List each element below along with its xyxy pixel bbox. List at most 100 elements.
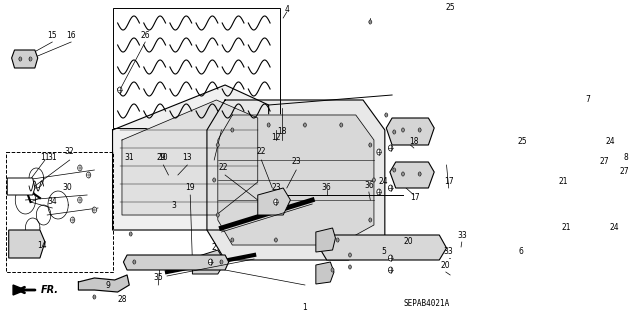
Circle shape (369, 20, 372, 24)
Text: 29: 29 (156, 153, 166, 162)
Text: 27: 27 (599, 158, 609, 167)
Polygon shape (113, 85, 269, 230)
Text: 36: 36 (322, 183, 332, 192)
Circle shape (70, 217, 75, 223)
Circle shape (212, 178, 216, 182)
Circle shape (275, 238, 277, 242)
Text: 17: 17 (410, 194, 420, 203)
Circle shape (418, 172, 421, 176)
Text: 21: 21 (559, 177, 568, 187)
Circle shape (340, 123, 342, 127)
Circle shape (372, 178, 376, 182)
Text: 27: 27 (620, 167, 629, 176)
Text: SEPAB4021A: SEPAB4021A (404, 299, 450, 308)
Text: 30: 30 (62, 183, 72, 192)
Circle shape (393, 168, 396, 172)
Text: 28: 28 (117, 295, 127, 305)
Text: 19: 19 (186, 183, 195, 192)
Text: 13: 13 (182, 153, 192, 162)
Circle shape (19, 57, 22, 61)
Circle shape (220, 260, 223, 264)
Bar (113, 8, 280, 128)
Text: 26: 26 (140, 31, 150, 40)
Circle shape (77, 165, 82, 171)
Circle shape (388, 267, 393, 273)
Bar (6, 152, 113, 272)
Polygon shape (193, 250, 225, 274)
Text: 18: 18 (409, 137, 419, 146)
Circle shape (401, 172, 404, 176)
Polygon shape (258, 188, 291, 215)
Circle shape (401, 128, 404, 132)
Polygon shape (387, 118, 434, 145)
Circle shape (209, 259, 212, 265)
Circle shape (303, 123, 307, 127)
Circle shape (369, 218, 372, 222)
Text: 8: 8 (623, 153, 628, 162)
Circle shape (331, 268, 334, 272)
Text: 25: 25 (518, 137, 527, 146)
Circle shape (336, 238, 339, 242)
Text: 1: 1 (303, 303, 307, 313)
Text: 16: 16 (67, 31, 76, 40)
Text: 5: 5 (381, 248, 386, 256)
Polygon shape (9, 230, 45, 258)
Polygon shape (316, 228, 335, 252)
Text: 20: 20 (403, 238, 413, 247)
Text: 17: 17 (444, 177, 454, 187)
Text: 18: 18 (277, 128, 287, 137)
Text: 11: 11 (40, 153, 50, 162)
Circle shape (349, 253, 351, 257)
Text: 33: 33 (444, 248, 454, 256)
Circle shape (129, 232, 132, 236)
Text: 31: 31 (124, 153, 134, 162)
Text: 14: 14 (37, 241, 47, 249)
Circle shape (385, 113, 388, 117)
Circle shape (388, 145, 393, 151)
Circle shape (388, 255, 393, 261)
Circle shape (118, 87, 122, 93)
Text: 10: 10 (159, 153, 168, 162)
Text: 21: 21 (561, 224, 571, 233)
Text: 33: 33 (457, 231, 467, 240)
Text: 12: 12 (271, 133, 281, 143)
Circle shape (93, 295, 96, 299)
Polygon shape (122, 100, 258, 215)
Text: 34: 34 (47, 197, 57, 206)
Text: 23: 23 (271, 183, 281, 192)
Circle shape (274, 199, 278, 205)
Polygon shape (124, 255, 228, 270)
Text: 15: 15 (47, 31, 57, 40)
Text: 22: 22 (219, 164, 228, 173)
Circle shape (388, 185, 393, 191)
Text: 22: 22 (257, 147, 266, 157)
Polygon shape (207, 100, 385, 260)
Text: 32: 32 (65, 147, 74, 157)
Polygon shape (316, 262, 334, 284)
Polygon shape (7, 178, 35, 195)
Circle shape (216, 213, 220, 217)
Circle shape (29, 57, 32, 61)
Polygon shape (218, 115, 374, 245)
Text: 24: 24 (378, 177, 388, 187)
Text: 35: 35 (154, 273, 163, 283)
Circle shape (393, 130, 396, 134)
Circle shape (92, 207, 97, 213)
Text: 23: 23 (291, 158, 301, 167)
Text: 24: 24 (605, 137, 614, 146)
Text: FR.: FR. (41, 285, 59, 295)
Circle shape (377, 149, 381, 155)
Text: 9: 9 (105, 280, 110, 290)
Circle shape (133, 260, 136, 264)
Circle shape (216, 143, 220, 147)
Circle shape (267, 123, 270, 127)
Circle shape (377, 189, 381, 195)
Text: 20: 20 (441, 261, 451, 270)
Text: 3: 3 (172, 201, 177, 210)
Polygon shape (79, 275, 129, 292)
Polygon shape (13, 285, 26, 295)
Text: 7: 7 (586, 95, 591, 105)
Circle shape (77, 197, 82, 203)
Circle shape (418, 128, 421, 132)
Circle shape (369, 143, 372, 147)
